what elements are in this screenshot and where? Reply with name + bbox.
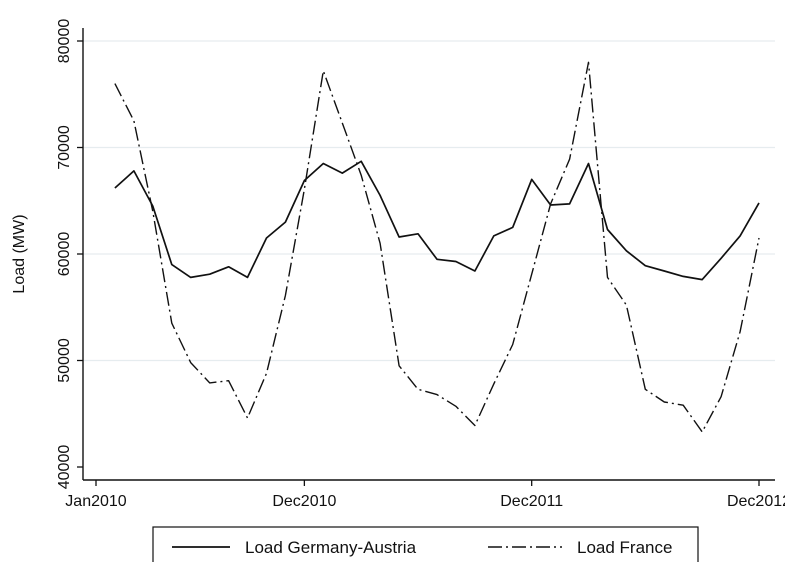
y-tick-label-80000: 80000 xyxy=(56,19,73,64)
x-axis-ticks: Jan2010 Dec2010 Dec2011 Dec2012 xyxy=(65,480,785,510)
legend-label-germany-austria: Load Germany-Austria xyxy=(245,538,417,557)
legend: Load Germany-Austria Load France xyxy=(152,526,699,562)
y-tick-label-60000: 60000 xyxy=(56,232,73,277)
series-lines xyxy=(114,61,760,433)
x-tick-label-Jan2010: Jan2010 xyxy=(65,493,126,510)
x-tick-label-Dec2010: Dec2010 xyxy=(272,493,336,510)
x-tick-label-Dec2011: Dec2011 xyxy=(500,493,563,510)
series-line-france xyxy=(114,61,760,433)
y-axis-ticks: 40000 50000 60000 70000 80000 xyxy=(56,19,83,490)
y-tick-label-50000: 50000 xyxy=(56,338,73,383)
legend-box xyxy=(152,526,699,562)
legend-label-france: Load France xyxy=(577,538,672,557)
gridlines xyxy=(83,40,775,362)
y-tick-label-40000: 40000 xyxy=(56,445,73,490)
x-tick-label-Dec2012: Dec2012 xyxy=(727,493,785,510)
series-line-germany-austria xyxy=(114,160,760,281)
y-tick-label-70000: 70000 xyxy=(56,125,73,170)
y-axis-label: Load (MW) xyxy=(11,214,28,293)
